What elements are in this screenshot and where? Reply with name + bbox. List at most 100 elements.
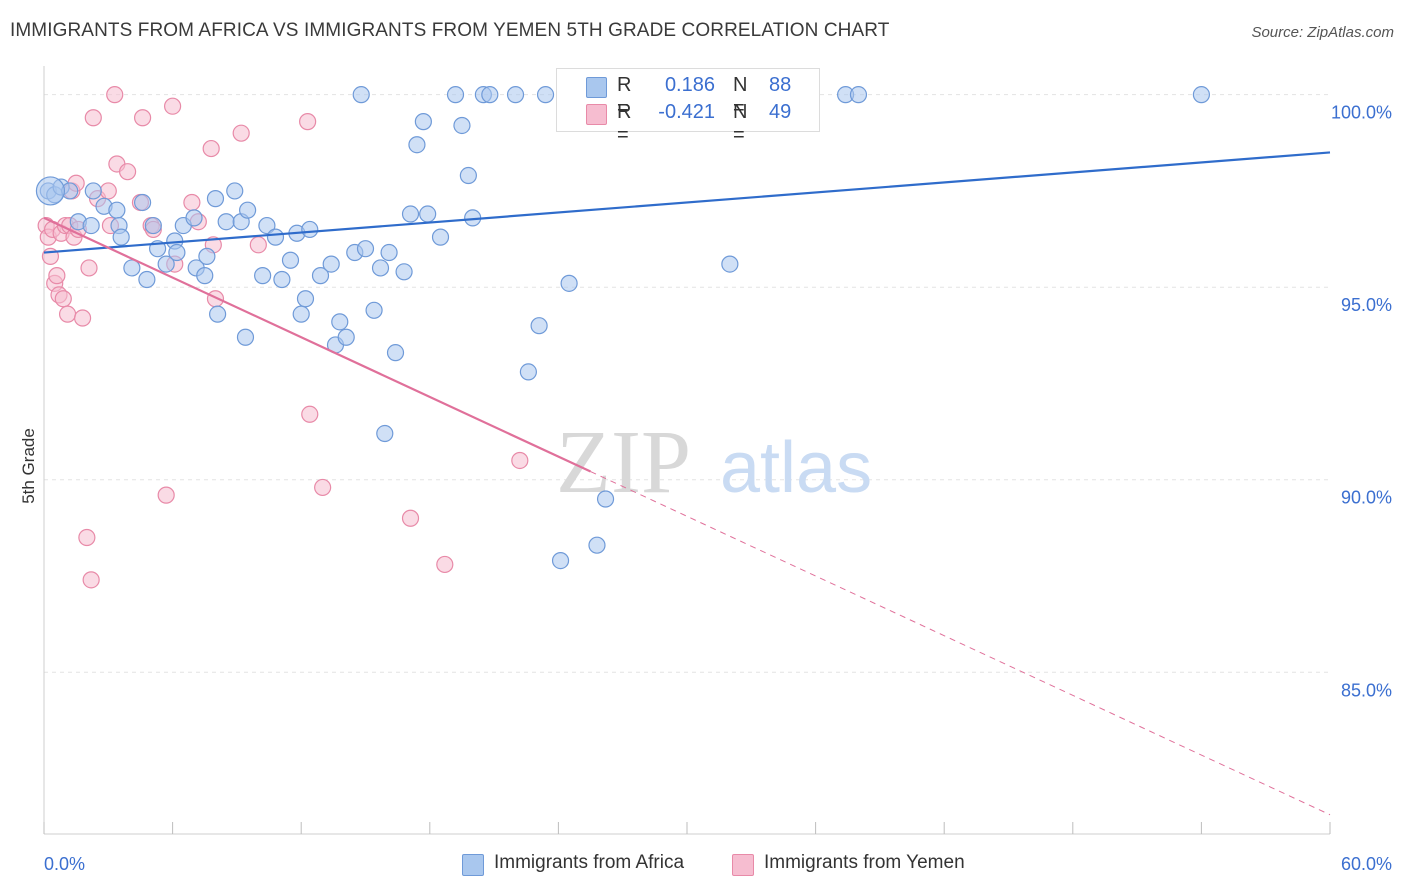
africa-point — [506, 86, 525, 104]
legend-label-africa: Immigrants from Africa — [494, 852, 685, 873]
yemen-point — [232, 124, 250, 142]
legend-label-yemen: Immigrants from Yemen — [764, 852, 965, 873]
africa-point — [431, 228, 450, 246]
africa-point — [386, 344, 405, 362]
africa-point — [84, 182, 102, 200]
watermark-zip: ZIP — [556, 413, 691, 512]
africa-point — [254, 267, 272, 285]
legend-n-label: N = — [733, 101, 748, 146]
africa-point — [292, 305, 310, 323]
yemen-point — [436, 555, 454, 574]
y-tick-label: 95.0% — [1341, 295, 1392, 315]
yemen-point — [511, 451, 529, 470]
legend-r-label: R = — [617, 74, 632, 119]
africa-point — [168, 243, 186, 262]
series-africa-points — [35, 86, 1211, 570]
africa-point — [459, 166, 477, 185]
africa-point — [519, 363, 537, 381]
yemen-point — [84, 109, 102, 127]
yemen-point — [48, 267, 66, 285]
africa-point — [112, 228, 130, 246]
legend-r-value: 0.186 — [664, 74, 715, 96]
africa-point — [236, 328, 255, 346]
y-axis-label: 5th Grade — [19, 428, 38, 504]
africa-point — [133, 193, 152, 212]
africa-point — [352, 86, 370, 104]
africa-point — [185, 209, 203, 227]
tick-labels: 100.0% 95.0% 90.0% 85.0% 0.0% 60.0% — [44, 103, 1392, 874]
africa-point — [453, 116, 471, 135]
africa-point — [446, 86, 465, 104]
africa-point — [266, 228, 285, 246]
africa-point — [196, 267, 214, 285]
africa-point — [226, 182, 244, 200]
africa-point — [414, 113, 432, 131]
africa-point — [209, 305, 227, 323]
africa-point — [138, 270, 156, 289]
legend-n-value: 88 — [769, 74, 792, 96]
chart-source: Source: ZipAtlas.com — [1251, 24, 1394, 41]
africa-point — [337, 328, 355, 346]
africa-point — [588, 536, 606, 554]
africa-point — [721, 255, 739, 273]
africa-point — [481, 86, 499, 104]
africa-point — [123, 259, 141, 277]
x-tick-label: 60.0% — [1341, 854, 1392, 874]
yemen-point — [58, 305, 77, 323]
y-tick-label: 90.0% — [1341, 488, 1392, 508]
yemen-point — [206, 290, 225, 308]
stats-legend: R = 0.186 N = 88 R = -0.421 N = 49 — [556, 68, 820, 146]
africa-point — [258, 216, 276, 235]
watermark-atlas: atlas — [720, 428, 872, 508]
africa-point — [376, 424, 394, 443]
africa-point — [365, 301, 383, 319]
yemen-point — [164, 97, 182, 115]
legend-n-value: 49 — [769, 101, 792, 123]
trend-lines — [43, 151, 1331, 816]
africa-point — [217, 213, 235, 231]
africa-point — [35, 176, 66, 206]
yemen-point — [249, 236, 267, 254]
yemen-point — [301, 405, 319, 423]
yemen-point — [157, 486, 175, 504]
legend-swatch-yemen — [732, 854, 754, 876]
yemen-trend-line-dashed — [590, 471, 1331, 816]
yemen-point — [183, 193, 201, 212]
africa-point — [1192, 86, 1211, 104]
africa-point — [408, 136, 426, 154]
yemen-point — [133, 109, 152, 127]
yemen-point — [73, 309, 92, 327]
africa-point — [401, 205, 420, 223]
africa-point — [296, 290, 315, 308]
yemen-point — [99, 182, 117, 200]
legend-swatch-yemen — [586, 104, 607, 125]
yemen-point — [118, 163, 137, 181]
africa-point — [596, 490, 615, 508]
africa-point — [536, 86, 555, 104]
yemen-point — [314, 478, 332, 497]
legend-r-label: R = — [617, 101, 632, 146]
africa-point — [849, 86, 868, 104]
legend-swatch-africa — [586, 77, 607, 98]
yemen-point — [54, 290, 72, 308]
legend-n-label: N = — [733, 74, 748, 119]
y-tick-label: 100.0% — [1331, 103, 1392, 123]
yemen-point — [106, 86, 124, 104]
africa-point — [419, 205, 437, 223]
africa-point — [322, 255, 340, 273]
africa-trend-line-solid — [43, 151, 1331, 254]
grid-lines — [44, 94, 1330, 673]
yemen-point — [401, 509, 420, 527]
africa-point — [239, 201, 257, 219]
africa-point — [356, 240, 375, 258]
africa-point — [206, 190, 225, 208]
chart-title: IMMIGRANTS FROM AFRICA VS IMMIGRANTS FRO… — [10, 20, 890, 41]
series-yemen-points — [37, 86, 529, 589]
yemen-point — [78, 528, 96, 547]
africa-point — [560, 274, 578, 292]
africa-point — [530, 317, 548, 335]
africa-point — [395, 263, 413, 281]
yemen-point — [82, 571, 100, 589]
yemen-point — [80, 259, 98, 277]
